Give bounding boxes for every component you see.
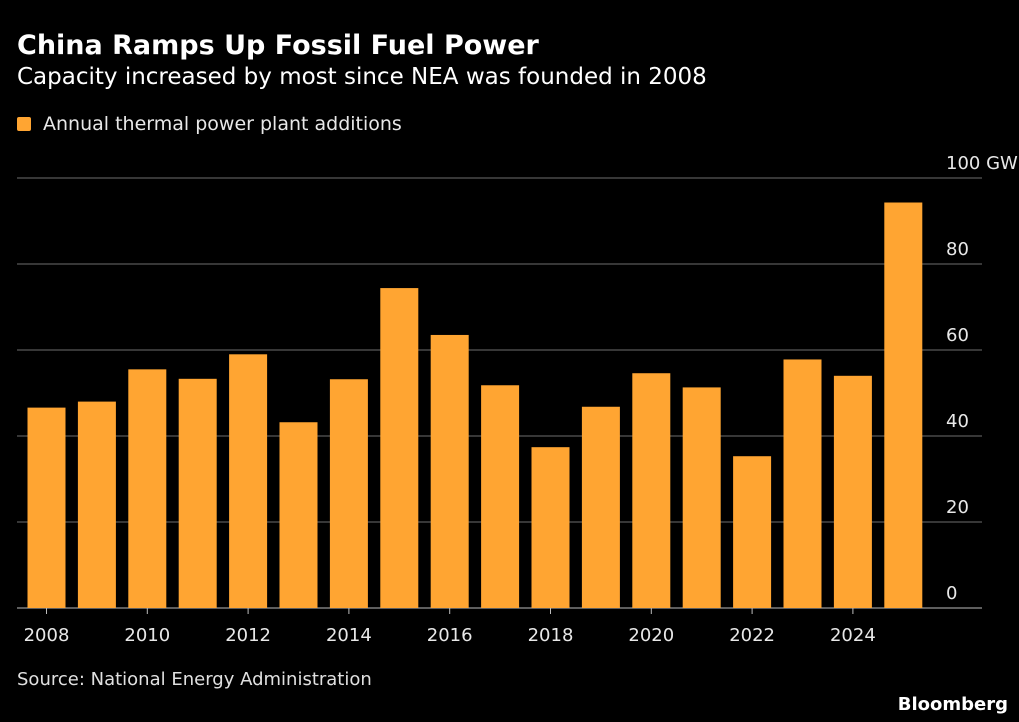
bars [27,202,923,608]
x-tick-label: 2022 [729,625,775,646]
bar-2008 [27,407,66,608]
bar-2017 [481,385,520,608]
x-tick-label: 2010 [124,625,170,646]
bar-2025 [884,202,923,608]
y-tick-label: 80 [946,239,969,260]
bar-2010 [128,369,167,608]
bar-2024 [833,375,872,608]
y-tick-label: 40 [946,411,969,432]
y-tick-label: 20 [946,497,969,518]
chart-title: China Ramps Up Fossil Fuel Power [17,30,539,61]
y-tick-label: 0 [946,583,957,604]
bar-2020 [632,373,671,608]
legend: Annual thermal power plant additions [17,113,402,135]
bar-2022 [733,456,772,608]
source-note: Source: National Energy Administration [17,669,372,690]
x-tick-label: 2024 [830,625,876,646]
bloomberg-logo: Bloomberg [897,694,1008,715]
bar-2014 [329,379,368,608]
legend-label-thermal-additions: Annual thermal power plant additions [43,113,402,135]
bar-2013 [279,422,318,608]
x-tick-label: 2014 [326,625,372,646]
bar-chart: 0 20 40 60 80 100 GW 2008 2010 2012 2014 2016 2018 2… [17,153,1018,646]
bar-2023 [783,359,822,608]
bar-2015 [380,288,419,608]
bar-2012 [229,354,268,608]
bar-2021 [682,387,721,608]
bar-2009 [77,401,116,608]
legend-swatch [17,117,31,131]
bar-2018 [531,447,570,608]
axis-labels: 0 20 40 60 80 100 GW 2008 2010 2012 2014 2016 2018 2… [24,153,1018,646]
x-tick-label: 2012 [225,625,271,646]
x-tick-label: 2016 [427,625,473,646]
x-tick-label: 2008 [24,625,70,646]
y-tick-label: 100 GW [946,153,1018,174]
bar-2019 [581,406,620,608]
y-tick-label: 60 [946,325,969,346]
bar-2016 [430,334,469,608]
bar-2011 [178,378,217,608]
chart-subtitle: Capacity increased by most since NEA was… [17,64,707,90]
x-tick-label: 2018 [528,625,574,646]
x-tick-label: 2020 [628,625,674,646]
